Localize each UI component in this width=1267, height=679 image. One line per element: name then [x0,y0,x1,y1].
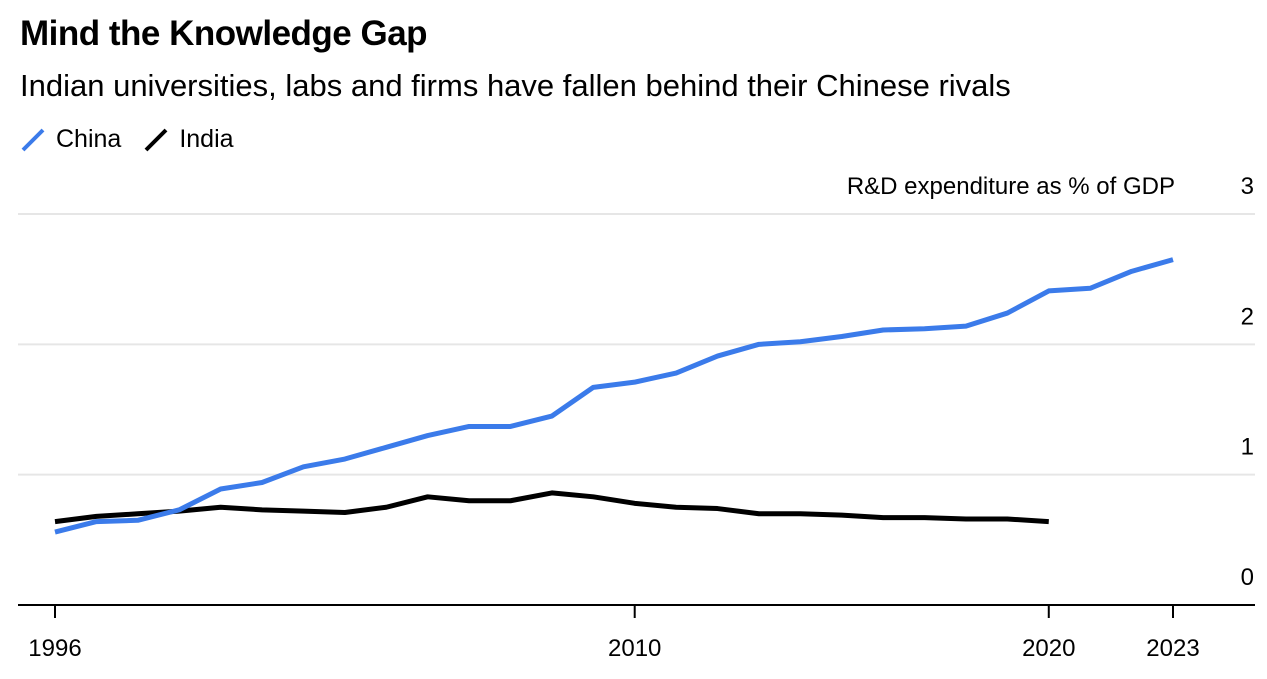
legend-item-china: China [20,125,121,154]
y-tick-label: 2 [1241,303,1254,330]
chart-subtitle: Indian universities, labs and firms have… [20,68,1011,103]
china-legend-icon [21,128,45,151]
india-legend-icon [144,128,168,151]
x-tick-label: 2020 [1022,635,1075,662]
x-tick-label: 2010 [608,635,661,662]
x-tick-label: 2023 [1146,635,1199,662]
y-axis-label: R&D expenditure as % of GDP [847,173,1175,200]
legend-label-china: China [56,125,122,153]
y-tick-label: 3 [1241,173,1254,200]
y-tick-label: 0 [1241,564,1254,591]
y-tick-label: 1 [1241,434,1254,461]
legend-item-india: India [143,125,234,154]
chart-title: Mind the Knowledge Gap [20,14,428,53]
x-tick-label: 1996 [28,635,81,662]
series-line-china [54,257,1174,535]
legend: China India [20,125,234,154]
legend-label-india: India [179,125,234,153]
